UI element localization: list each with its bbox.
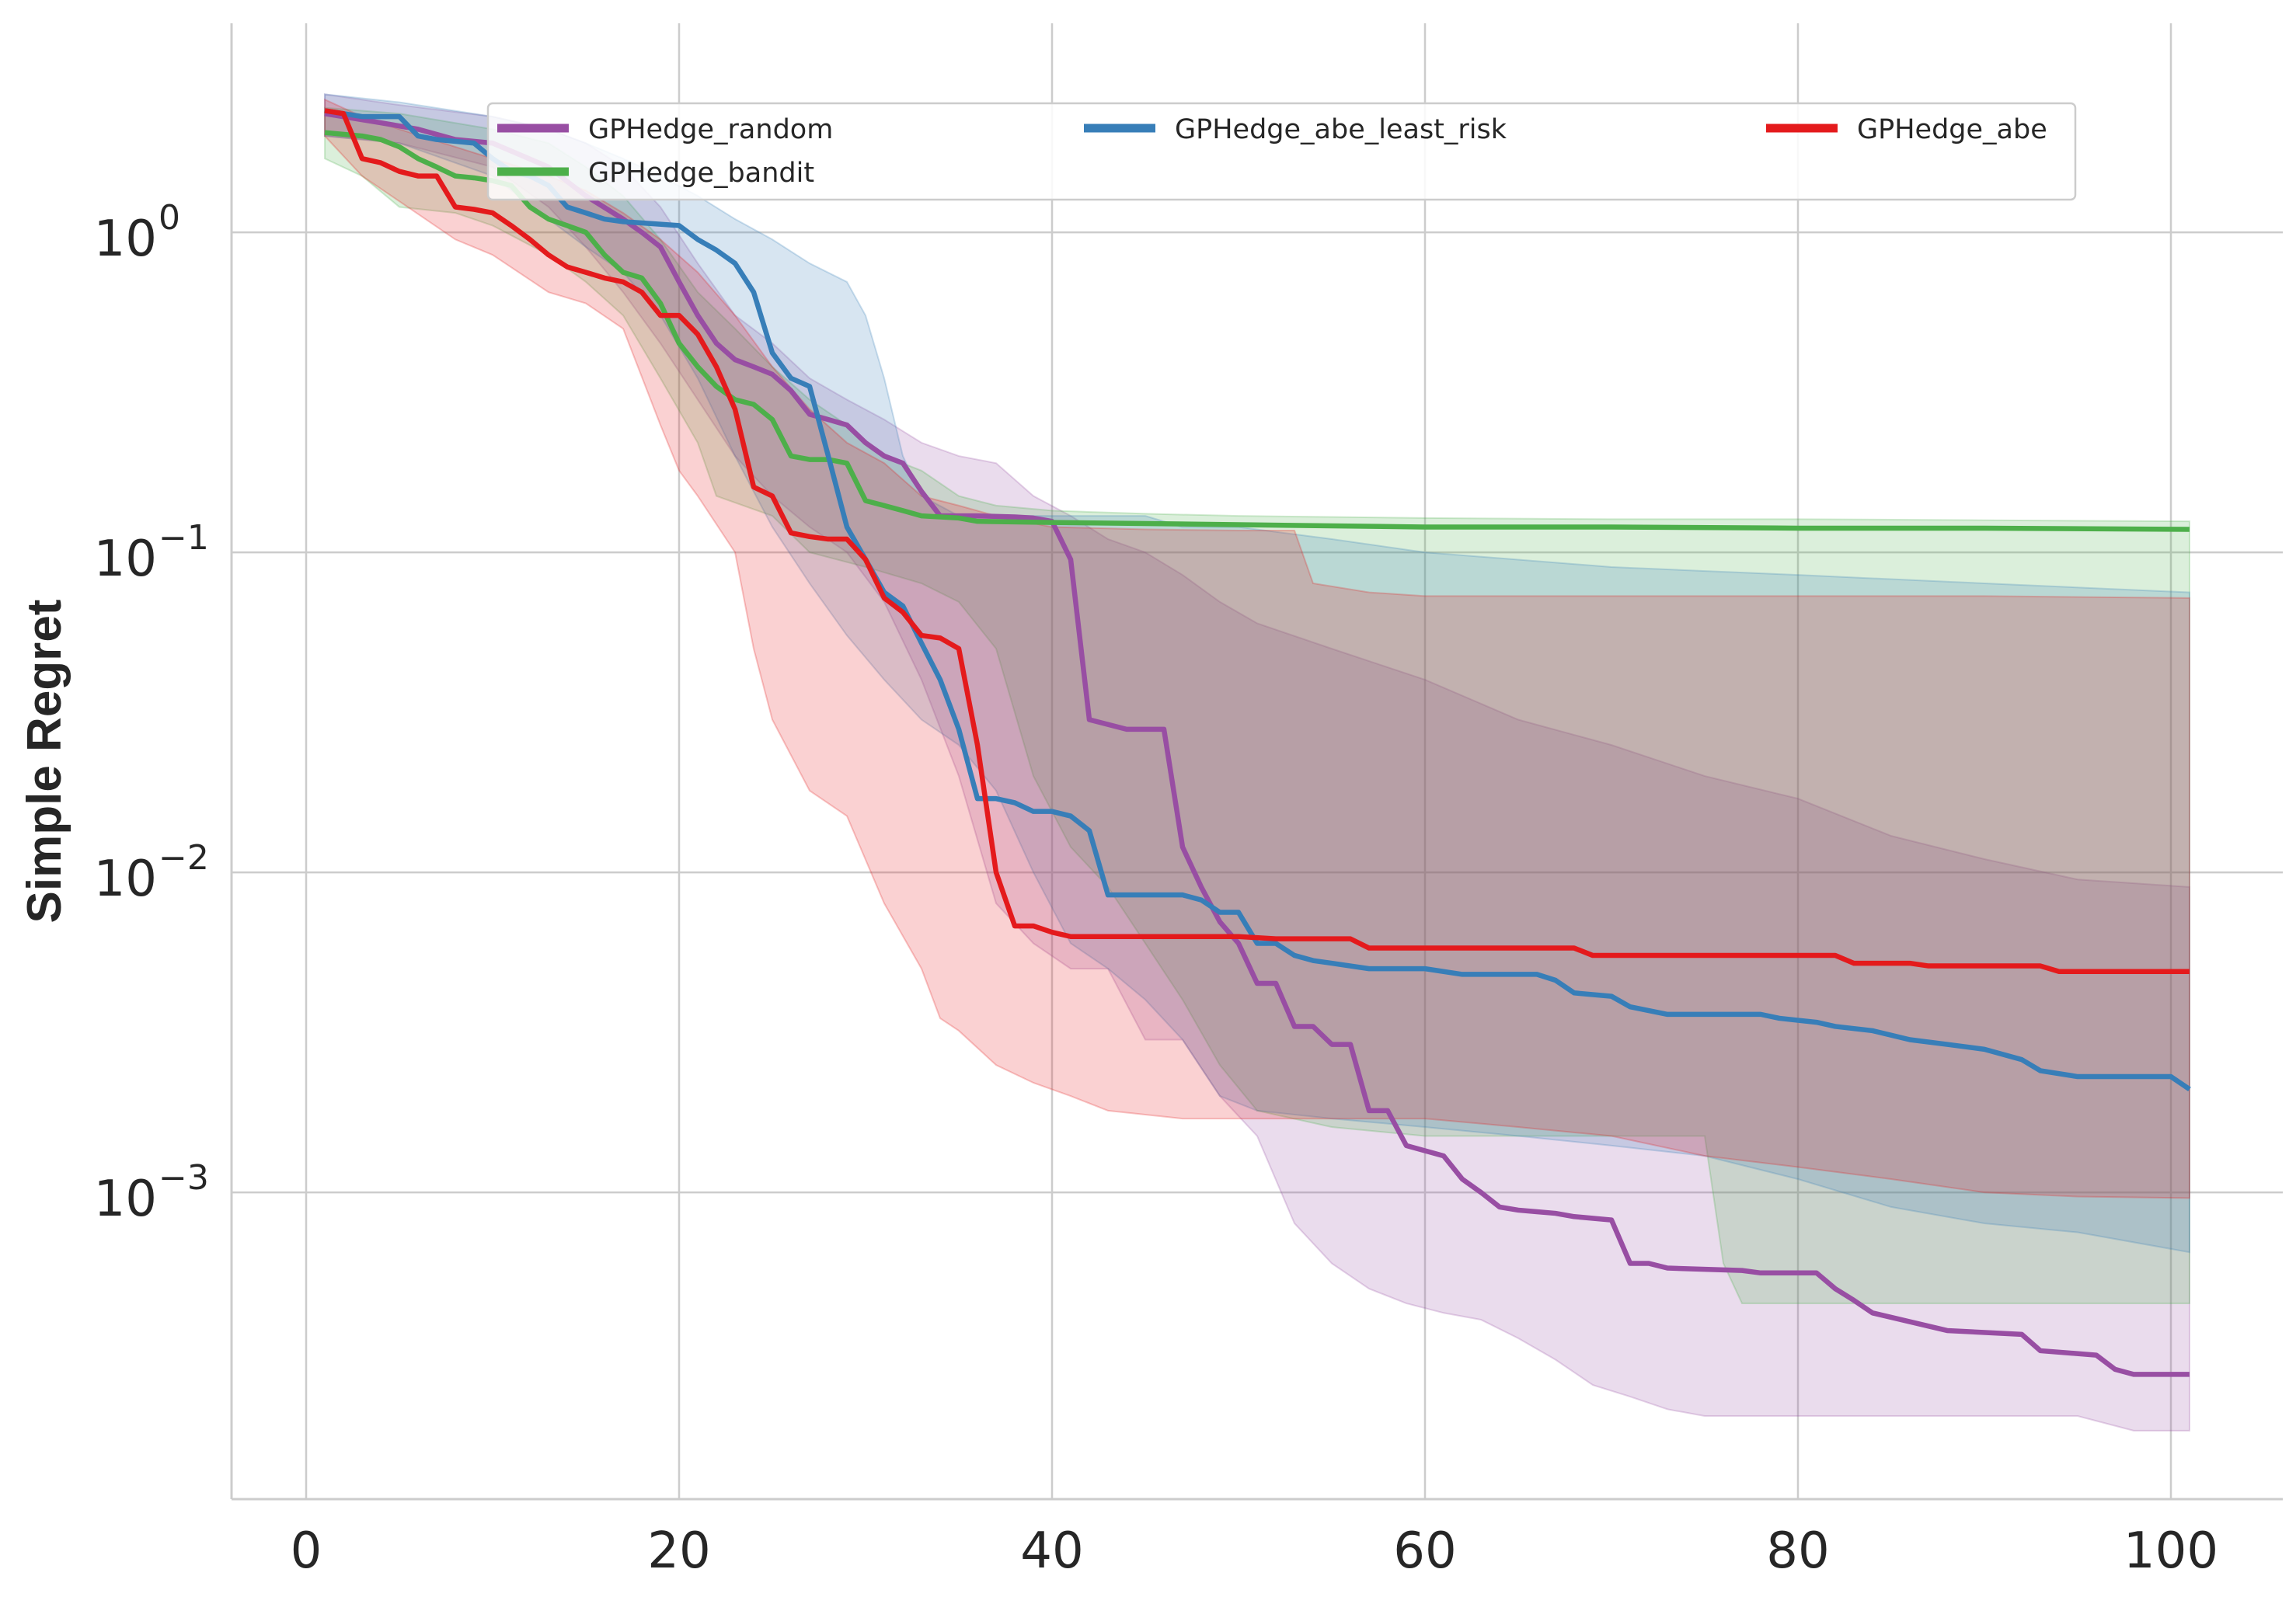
legend-label: GPHedge_abe_least_risk (1175, 114, 1507, 145)
y-tick-exponent: −2 (159, 838, 209, 878)
x-tick-label: 100 (2124, 1522, 2218, 1580)
y-tick-label: 10 (94, 531, 157, 588)
x-tick-label: 80 (1766, 1522, 1829, 1580)
legend-label: GPHedge_random (588, 114, 833, 145)
legend: GPHedge_random GPHedge_bandit GPHedge_abe_… (486, 102, 2077, 201)
confidence-band (324, 98, 2190, 1199)
grid-lines (232, 23, 2283, 1499)
y-tick-exponent: 0 (159, 198, 180, 238)
confidence-band (324, 93, 2190, 1432)
y-tick-label: 10 (94, 210, 157, 268)
legend-label: GPHedge_abe (1857, 114, 2047, 145)
y-tick-label: 10 (94, 1171, 157, 1228)
x-tick-labels: 0 20 40 60 80 100 (291, 1522, 2218, 1580)
y-tick-exponent: −3 (159, 1158, 209, 1198)
x-tick-label: 40 (1020, 1522, 1083, 1580)
confidence-band (324, 93, 2190, 1254)
y-tick-exponent: −1 (159, 518, 209, 558)
x-tick-label: 0 (291, 1522, 322, 1580)
x-tick-label: 20 (647, 1522, 710, 1580)
axes (230, 23, 2283, 1501)
y-tick-label: 10 (94, 851, 157, 908)
y-axis-label: Simple Regret (18, 600, 71, 924)
series-line (324, 130, 2190, 532)
x-tick-label: 60 (1393, 1522, 1456, 1580)
series-line (324, 108, 2191, 1092)
series-line (324, 108, 2190, 974)
legend-label: GPHedge_bandit (588, 158, 814, 189)
confidence-bands (324, 93, 2190, 1432)
confidence-band (324, 106, 2190, 1304)
legend-box (486, 102, 2077, 201)
series-lines (324, 108, 2191, 1377)
